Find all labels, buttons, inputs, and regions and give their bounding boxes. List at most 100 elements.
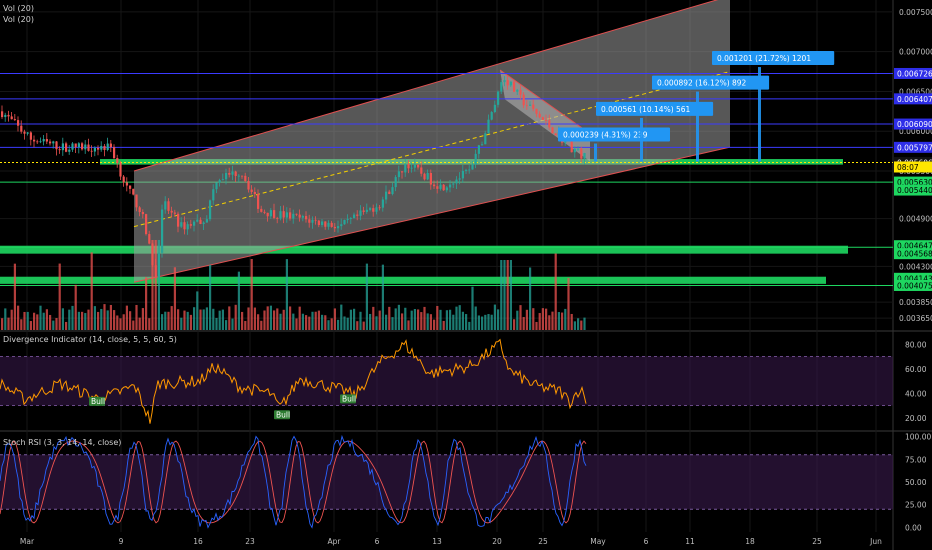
volume-bar — [324, 315, 327, 330]
target-label-box — [652, 75, 770, 90]
price-label-box — [894, 248, 932, 260]
volume-bar — [314, 311, 317, 330]
volume-bar — [561, 312, 564, 330]
candle-body — [541, 117, 544, 120]
volume-bar — [311, 311, 314, 330]
volume-bar — [317, 310, 320, 330]
time-tick-label: 18 — [745, 537, 755, 546]
candle-body — [381, 199, 384, 208]
candle-body — [509, 81, 512, 86]
candle-body — [4, 114, 7, 118]
candle-body — [65, 143, 68, 152]
candle-body — [257, 193, 260, 209]
volume-bar — [407, 320, 410, 330]
candle-body — [497, 91, 500, 105]
price-label: 0.004568 — [897, 250, 932, 259]
volume-bar — [10, 309, 13, 330]
volume-bar — [391, 317, 394, 330]
target-label-box — [596, 101, 714, 116]
candle-body — [439, 184, 442, 189]
candle-body — [327, 222, 330, 227]
volume-bar — [522, 317, 525, 330]
price-label: 0.004647 — [897, 242, 932, 251]
candle-body — [93, 147, 96, 152]
bull-label-box — [340, 394, 356, 404]
volume-bar — [452, 314, 455, 330]
volume-bar — [426, 313, 429, 330]
volume-bar — [4, 308, 7, 330]
volume-bar — [116, 315, 119, 330]
candle-body — [429, 173, 432, 185]
candle-body — [401, 171, 404, 173]
candle-body — [397, 171, 400, 178]
candle-body — [237, 175, 240, 177]
volume-bar — [183, 310, 186, 330]
candle-body — [404, 164, 407, 173]
candle-body — [61, 143, 64, 151]
candle-body — [535, 108, 538, 114]
volume-bar — [20, 319, 23, 330]
volume-bar — [157, 240, 160, 330]
volume-bar — [471, 286, 474, 330]
volume-bar — [292, 313, 295, 330]
volume-bar — [61, 308, 64, 330]
candle-body — [164, 201, 167, 210]
candle-body — [465, 169, 468, 171]
candle-body — [436, 186, 439, 189]
price-label-box — [894, 279, 932, 291]
volume-bar — [138, 317, 141, 330]
candle-body — [186, 224, 189, 230]
candle-body — [340, 224, 343, 227]
time-tick-label: 25 — [812, 537, 822, 546]
volume-bar — [148, 318, 151, 330]
candle-body — [285, 212, 288, 218]
price-tick-label: 0.003650 — [899, 314, 932, 323]
volume-bar — [234, 304, 237, 330]
candle-body — [516, 89, 519, 92]
candle-body — [295, 213, 298, 215]
candle-body — [519, 89, 522, 95]
flag-upper — [499, 69, 591, 134]
candle-body — [407, 164, 410, 169]
candle-body — [433, 184, 436, 187]
target-bar — [640, 117, 643, 162]
support-zone — [0, 245, 848, 254]
volume-bar — [509, 260, 512, 330]
volume-bar — [129, 311, 132, 330]
candle-body — [39, 141, 42, 143]
candle-body — [525, 105, 528, 107]
volume-bar — [237, 271, 240, 330]
volume-bar — [564, 308, 567, 330]
volume-bar — [84, 313, 87, 330]
candle-body — [17, 120, 20, 126]
volume-bar — [468, 321, 471, 330]
volume-bar — [221, 309, 224, 330]
volume-bar — [100, 308, 103, 330]
time-axis[interactable]: Mar 9 16 23 Apr 6 13 20 25 May 6 11 18 25 Jun — [20, 537, 882, 546]
volume-bar — [497, 309, 500, 330]
candle-body — [180, 222, 183, 227]
candle-body — [490, 112, 493, 120]
candle-body — [167, 201, 170, 211]
time-tick-label: Jun — [869, 537, 882, 546]
time-tick-label: 25 — [538, 537, 548, 546]
volume-bar — [343, 316, 346, 330]
candle-body — [122, 176, 125, 183]
volume-bar — [212, 308, 215, 330]
candle-body — [346, 218, 349, 220]
price-targets[interactable]: 0.000239 (4.31%) 239 0.000561 (10.14%) 56… — [558, 51, 835, 162]
support-zone — [0, 276, 826, 284]
volume-bar — [189, 314, 192, 330]
price-axis[interactable]: 0.0075000.0070000.0065000.0060000.005500… — [894, 8, 932, 323]
candle-body — [420, 167, 423, 174]
candle-body — [452, 183, 455, 185]
volume-bar — [202, 309, 205, 330]
rsi-tick-label: 20.00 — [905, 414, 927, 423]
candle-body — [151, 243, 154, 266]
horizontal-levels[interactable] — [0, 72, 893, 164]
candle-body — [570, 141, 573, 153]
volume-bar — [81, 311, 84, 330]
volume-bar — [442, 320, 445, 330]
candle-body — [292, 213, 295, 219]
